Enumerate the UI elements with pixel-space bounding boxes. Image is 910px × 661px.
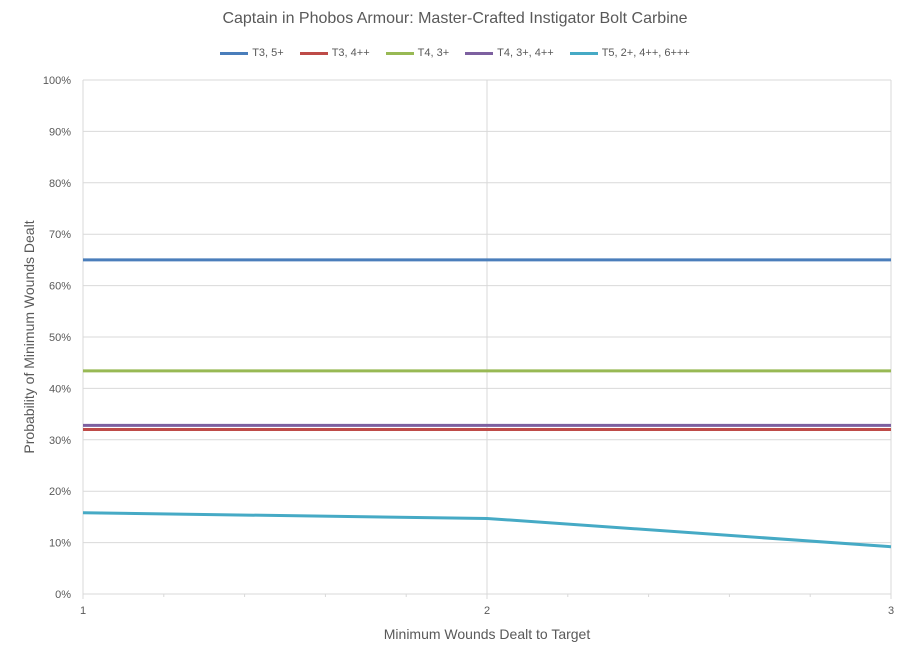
axes bbox=[82, 80, 892, 599]
x-axis-label: Minimum Wounds Dealt to Target bbox=[384, 626, 591, 642]
legend-item: T4, 3+, 4++ bbox=[465, 47, 554, 59]
legend-swatch bbox=[220, 51, 249, 55]
y-tick-label: 80% bbox=[49, 178, 71, 190]
legend-label: T4, 3+, 4++ bbox=[497, 47, 554, 59]
gridlines bbox=[83, 79, 891, 594]
y-tick-label: 0% bbox=[55, 589, 71, 601]
legend-label: T5, 2+, 4++, 6+++ bbox=[601, 47, 690, 59]
y-axis-label: Probability of Minimum Wounds Dealt bbox=[21, 220, 37, 453]
x-tick-label: 2 bbox=[484, 605, 490, 617]
y-tick-label: 70% bbox=[49, 229, 71, 241]
tick-labels: 0% 10% 20% 30% 40% 50% 60% 70% 80% 90% 100% 1 2 3 bbox=[43, 75, 894, 617]
legend-swatch bbox=[465, 51, 494, 55]
y-tick-label: 50% bbox=[49, 332, 71, 344]
x-tick-label: 1 bbox=[80, 605, 86, 617]
y-tick-label: 30% bbox=[49, 435, 71, 447]
chart-title: Captain in Phobos Armour: Master-Crafted… bbox=[222, 10, 688, 27]
legend-item: T3, 5+ bbox=[220, 47, 284, 59]
legend-item: T5, 2+, 4++, 6+++ bbox=[569, 47, 690, 59]
legend-item: T3, 4++ bbox=[299, 47, 370, 59]
legend-item: T4, 3+ bbox=[385, 47, 450, 59]
series-lines bbox=[82, 258, 892, 549]
y-tick-label: 100% bbox=[43, 75, 71, 87]
y-tick-label: 40% bbox=[49, 383, 71, 395]
legend-label: T4, 3+ bbox=[417, 47, 450, 59]
y-tick-label: 60% bbox=[49, 281, 71, 293]
legend-swatch bbox=[385, 51, 414, 55]
legend-label: T3, 5+ bbox=[252, 47, 284, 59]
legend-label: T3, 4++ bbox=[331, 47, 370, 59]
x-tick-label: 3 bbox=[888, 605, 894, 617]
legend: T3, 5+ T3, 4++ T4, 3+ T4, 3+, 4++ T5, 2+… bbox=[0, 47, 910, 59]
y-tick-label: 90% bbox=[49, 126, 71, 138]
legend-swatch bbox=[569, 51, 598, 55]
legend-swatch bbox=[299, 51, 328, 55]
y-tick-label: 10% bbox=[49, 538, 71, 550]
y-tick-label: 20% bbox=[49, 486, 71, 498]
series-line bbox=[82, 511, 892, 549]
